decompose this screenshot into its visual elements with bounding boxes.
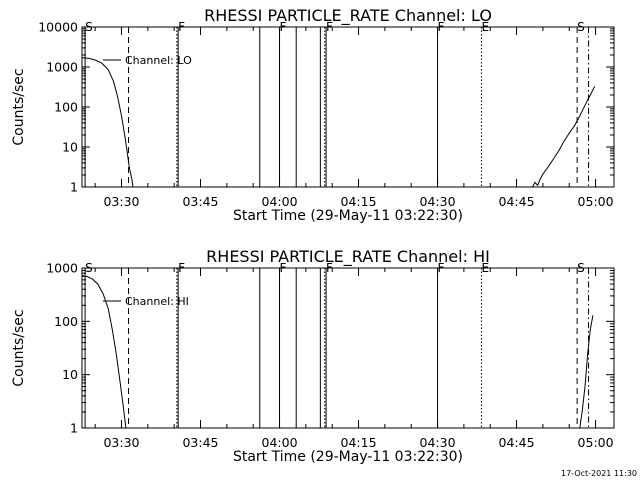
- x-tick-label: 04:15: [341, 435, 377, 450]
- x-tick-label: 04:45: [499, 194, 535, 209]
- event-marker-label: S: [577, 261, 585, 275]
- y-tick-label: 100: [54, 314, 78, 329]
- plot-frame: [81, 26, 615, 188]
- y-tick-label: 10: [62, 140, 78, 155]
- event-marker-label: F: [438, 20, 445, 34]
- chart-panel-hi: RHESSI PARTICLE_RATE Channel: HI Start Ti…: [11, 247, 615, 465]
- data-series-line: [531, 86, 596, 188]
- event-marker-label: F: [438, 261, 445, 275]
- event-marker-label: S: [577, 20, 585, 34]
- x-tick-label: 03:45: [182, 435, 218, 450]
- legend-entry: Channel: LO: [125, 54, 192, 67]
- event-marker-label: S: [85, 261, 93, 275]
- x-tick-label: 04:00: [262, 194, 298, 209]
- y-tick-label: 1: [70, 421, 78, 436]
- x-tick-label: 03:30: [103, 194, 139, 209]
- y-tick-label: 100: [54, 100, 78, 115]
- x-tick-label: 04:15: [341, 194, 377, 209]
- data-series-line: [81, 57, 134, 188]
- x-tick-label: 03:45: [182, 194, 218, 209]
- event-marker-label: F: [326, 261, 333, 275]
- y-tick-label: 10: [62, 367, 78, 382]
- x-tick-label: 05:00: [578, 435, 614, 450]
- event-marker-label: F: [280, 261, 287, 275]
- x-tick-label: 04:30: [420, 435, 456, 450]
- chart-title: RHESSI PARTICLE_RATE Channel: HI: [206, 247, 490, 267]
- x-tick-label: 04:30: [420, 194, 456, 209]
- y-tick-label: 1: [70, 180, 78, 195]
- plot-frame: [81, 267, 615, 429]
- footer-timestamp: 17-Oct-2021 11:30: [561, 469, 637, 478]
- event-marker-label: F: [280, 20, 287, 34]
- x-tick-label: 05:00: [578, 194, 614, 209]
- y-axis-label: Counts/sec: [11, 68, 27, 145]
- chart-title: RHESSI PARTICLE_RATE Channel: LO: [204, 6, 492, 26]
- chart-panel-lo: RHESSI PARTICLE_RATE Channel: LO Start Ti…: [11, 6, 615, 224]
- y-tick-label: 1000: [46, 261, 78, 276]
- event-marker-label: E: [481, 20, 489, 34]
- event-marker-label: S: [85, 20, 93, 34]
- event-marker-label: F: [178, 261, 185, 275]
- x-tick-label: 04:00: [262, 435, 298, 450]
- y-axis-label: Counts/sec: [11, 309, 27, 386]
- event-marker-label: E: [481, 261, 489, 275]
- data-series-line: [81, 275, 127, 429]
- y-tick-label: 1000: [46, 60, 78, 75]
- event-marker-label: F: [326, 20, 333, 34]
- legend-entry: Channel: HI: [125, 295, 189, 308]
- x-axis-label: Start Time (29-May-11 03:22:30): [233, 208, 463, 224]
- x-tick-label: 03:30: [103, 435, 139, 450]
- x-tick-label: 04:45: [499, 435, 535, 450]
- y-tick-label: 10000: [38, 20, 78, 35]
- x-axis-label: Start Time (29-May-11 03:22:30): [233, 449, 463, 465]
- event-marker-label: F: [178, 20, 185, 34]
- data-series-line: [579, 315, 594, 429]
